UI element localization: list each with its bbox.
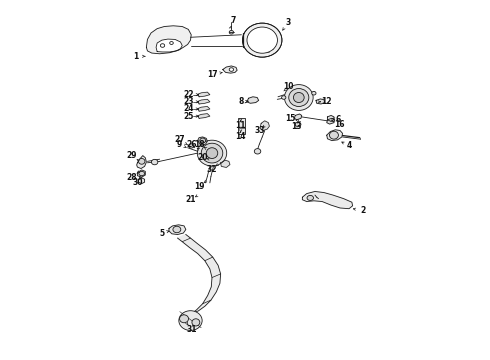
Ellipse shape xyxy=(247,27,277,53)
Text: 4: 4 xyxy=(346,141,352,150)
Text: 3: 3 xyxy=(285,18,291,27)
Text: 9: 9 xyxy=(177,140,182,149)
Text: 21: 21 xyxy=(185,195,196,204)
Ellipse shape xyxy=(139,158,145,164)
Polygon shape xyxy=(197,99,210,104)
Text: 17: 17 xyxy=(207,70,218,79)
Polygon shape xyxy=(260,121,270,131)
Polygon shape xyxy=(137,156,147,168)
Text: 22: 22 xyxy=(184,90,195,99)
Text: 6: 6 xyxy=(336,115,341,124)
Text: 12: 12 xyxy=(321,97,332,106)
Text: 16: 16 xyxy=(334,120,344,129)
Ellipse shape xyxy=(189,144,194,148)
Polygon shape xyxy=(302,192,353,209)
Polygon shape xyxy=(327,118,335,124)
Ellipse shape xyxy=(201,143,223,163)
Ellipse shape xyxy=(329,131,339,139)
Text: 11: 11 xyxy=(236,121,246,130)
Ellipse shape xyxy=(200,138,205,143)
Polygon shape xyxy=(327,116,334,121)
Polygon shape xyxy=(138,178,145,184)
Polygon shape xyxy=(220,160,230,167)
Text: 20: 20 xyxy=(197,153,208,162)
Ellipse shape xyxy=(139,171,145,176)
Text: 26: 26 xyxy=(187,140,197,149)
Text: 28: 28 xyxy=(127,173,137,182)
Ellipse shape xyxy=(206,148,218,158)
Polygon shape xyxy=(177,234,220,317)
Text: 1: 1 xyxy=(133,52,138,61)
Text: 8: 8 xyxy=(239,97,244,106)
Polygon shape xyxy=(197,114,210,118)
Polygon shape xyxy=(327,130,343,140)
Polygon shape xyxy=(197,92,210,97)
Text: 30: 30 xyxy=(132,178,143,187)
Text: 10: 10 xyxy=(284,82,294,91)
Ellipse shape xyxy=(173,226,181,233)
Text: 2: 2 xyxy=(361,206,366,215)
Text: 25: 25 xyxy=(184,112,194,121)
Text: 32: 32 xyxy=(207,165,217,174)
Polygon shape xyxy=(156,39,182,52)
Ellipse shape xyxy=(243,23,282,57)
Text: 7: 7 xyxy=(231,16,236,25)
Ellipse shape xyxy=(289,89,309,107)
Ellipse shape xyxy=(179,315,189,323)
Polygon shape xyxy=(223,66,237,73)
Text: 33: 33 xyxy=(254,126,265,135)
Bar xyxy=(238,118,245,134)
Ellipse shape xyxy=(282,96,286,99)
Polygon shape xyxy=(247,97,259,103)
Text: 24: 24 xyxy=(184,104,195,113)
Text: 23: 23 xyxy=(184,97,195,106)
Polygon shape xyxy=(294,114,302,120)
Text: 15: 15 xyxy=(285,114,295,123)
Text: 29: 29 xyxy=(127,151,137,160)
Polygon shape xyxy=(197,107,210,111)
Ellipse shape xyxy=(294,93,304,103)
Ellipse shape xyxy=(170,41,173,44)
Ellipse shape xyxy=(312,91,316,95)
Ellipse shape xyxy=(229,68,234,71)
Polygon shape xyxy=(147,26,191,54)
Ellipse shape xyxy=(160,44,165,47)
Text: 14: 14 xyxy=(236,132,246,141)
Ellipse shape xyxy=(295,122,301,127)
Ellipse shape xyxy=(179,311,202,330)
Polygon shape xyxy=(137,170,146,177)
Text: 19: 19 xyxy=(194,182,204,191)
Text: 27: 27 xyxy=(174,135,185,144)
Polygon shape xyxy=(197,137,207,145)
Polygon shape xyxy=(316,99,324,104)
Text: 5: 5 xyxy=(159,229,164,238)
Ellipse shape xyxy=(229,31,234,34)
Ellipse shape xyxy=(151,159,158,165)
Ellipse shape xyxy=(192,319,200,326)
Text: 13: 13 xyxy=(291,122,301,131)
Ellipse shape xyxy=(307,195,314,201)
Text: 31: 31 xyxy=(187,325,197,334)
Ellipse shape xyxy=(197,140,227,166)
Ellipse shape xyxy=(254,149,261,154)
Text: 18: 18 xyxy=(194,140,204,149)
Polygon shape xyxy=(169,225,186,234)
Ellipse shape xyxy=(285,85,313,111)
